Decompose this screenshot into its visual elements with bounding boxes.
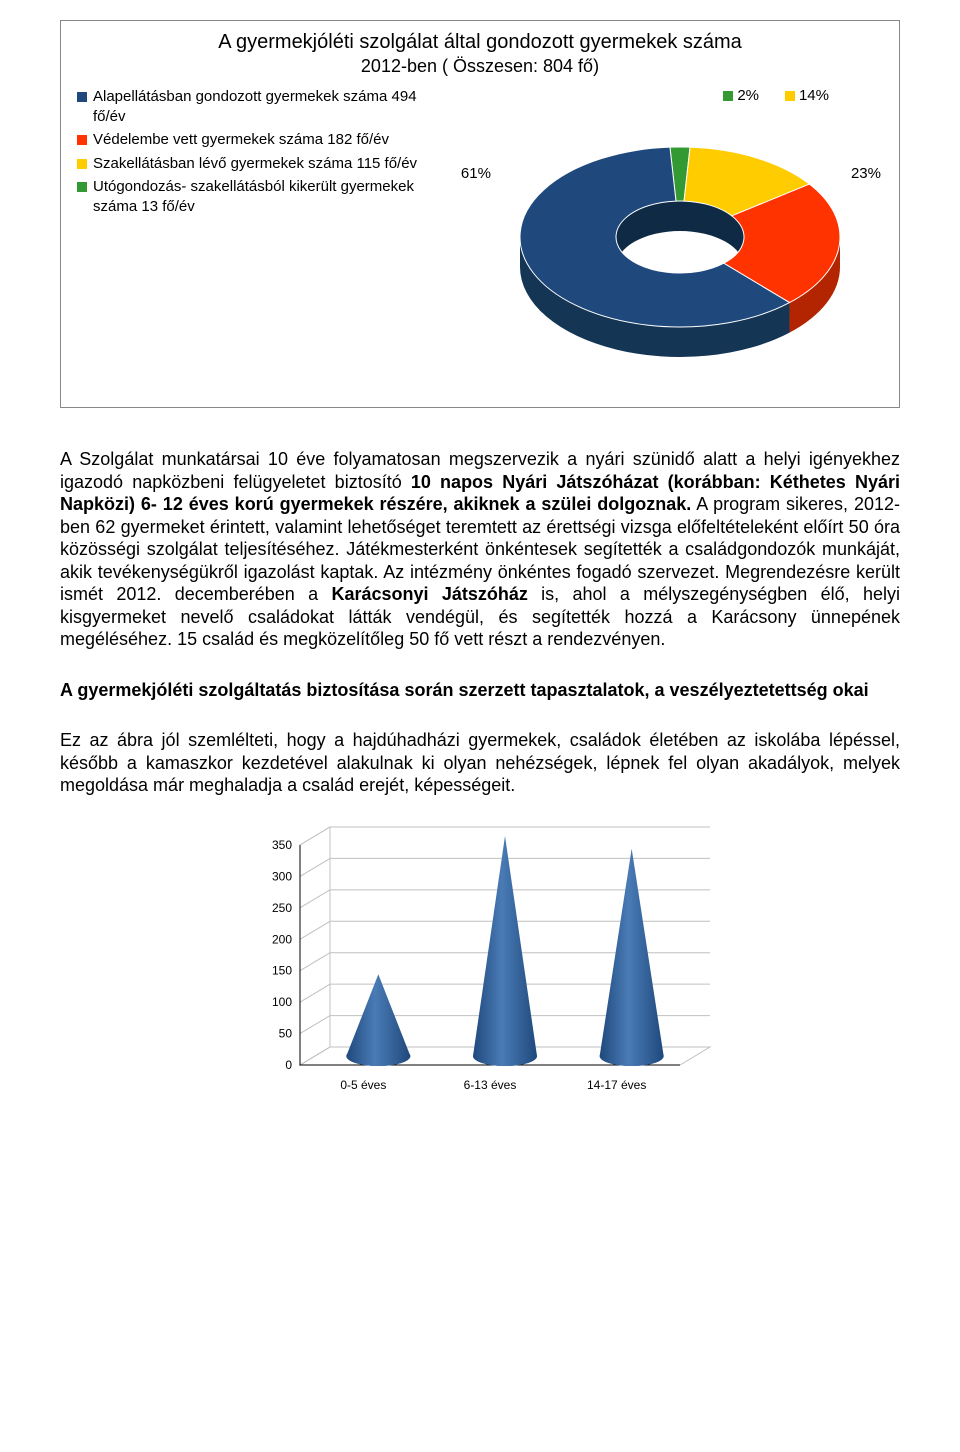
legend-marker-icon (723, 91, 733, 101)
svg-text:350: 350 (272, 838, 292, 852)
svg-text:14-17 éves: 14-17 éves (587, 1078, 646, 1092)
legend-label: Utógondozás- szakellátásból kikerült gye… (93, 177, 431, 216)
legend-marker-icon (77, 92, 87, 102)
legend-label: Védelembe vett gyermekek száma 182 fő/év (93, 130, 389, 150)
legend-item: Szakellátásban lévő gyermekek száma 115 … (77, 154, 431, 174)
svg-text:50: 50 (279, 1026, 293, 1040)
legend-item: Utógondozás- szakellátásból kikerült gye… (77, 177, 431, 216)
svg-text:6-13 éves: 6-13 éves (464, 1078, 517, 1092)
legend-marker-icon (77, 135, 87, 145)
pie-slice-label: 61% (461, 165, 491, 182)
section-heading: A gyermekjóléti szolgáltatás biztosítása… (60, 679, 900, 702)
body-paragraph-2: Ez az ábra jól szemlélteti, hogy a hajdú… (60, 729, 900, 797)
legend-item: Védelembe vett gyermekek száma 182 fő/év (77, 130, 431, 150)
pie-legend: Alapellátásban gondozott gyermekek száma… (71, 87, 431, 220)
pie-svg (460, 87, 860, 367)
pie-chart-title: A gyermekjóléti szolgálat által gondozot… (71, 31, 889, 54)
legend-label: Alapellátásban gondozott gyermekek száma… (93, 87, 431, 126)
cone-svg: 0 50 100 150 200 250 300 350 0-5 éves 6-13 éves 14… (220, 825, 740, 1125)
svg-text:150: 150 (272, 963, 292, 977)
svg-text:300: 300 (272, 869, 292, 883)
legend-item: Alapellátásban gondozott gyermekek száma… (77, 87, 431, 126)
body-paragraph-1: A Szolgálat munkatársai 10 éve folyamato… (60, 448, 900, 651)
cone-chart-panel: 0 50 100 150 200 250 300 350 0-5 éves 6-13 éves 14… (60, 825, 900, 1125)
svg-text:0: 0 (285, 1058, 292, 1072)
svg-text:200: 200 (272, 932, 292, 946)
pie-chart-subtitle: 2012-ben ( Összesen: 804 fő) (71, 56, 889, 77)
svg-text:100: 100 (272, 995, 292, 1009)
pie-slice-label: 23% (851, 165, 881, 182)
pie-chart-panel: A gyermekjóléti szolgálat által gondozot… (60, 20, 900, 408)
legend-marker-icon (785, 91, 795, 101)
svg-text:0-5 éves: 0-5 éves (340, 1078, 386, 1092)
legend-marker-icon (77, 159, 87, 169)
svg-text:250: 250 (272, 900, 292, 914)
pie-slice-label: 14% (785, 87, 829, 104)
legend-label: Szakellátásban lévő gyermekek száma 115 … (93, 154, 417, 174)
legend-marker-icon (77, 182, 87, 192)
pie-slice-label: 2% (723, 87, 759, 104)
pie-chart-plot: 2% 14% 23% 61% (431, 87, 889, 387)
